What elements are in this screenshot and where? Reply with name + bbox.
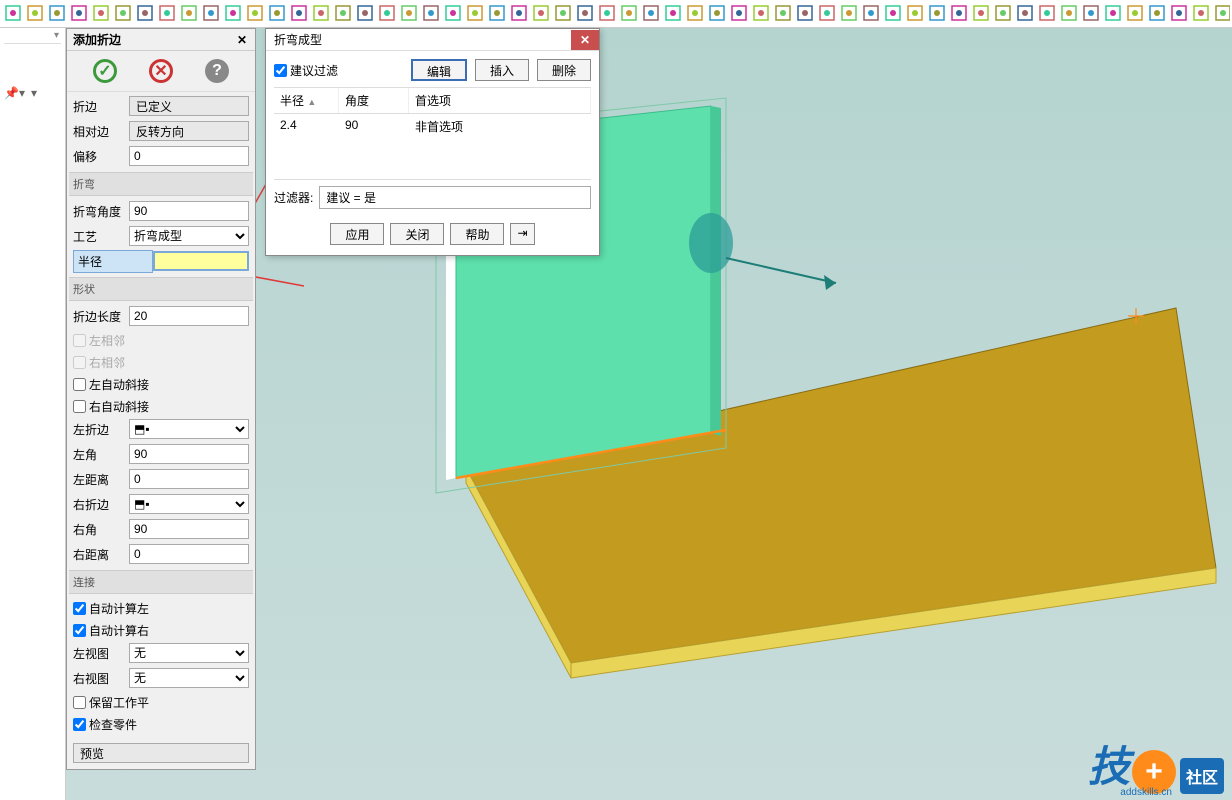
check-part-check[interactable] [73, 718, 86, 731]
right-fold-label: 右折边 [73, 496, 129, 513]
bend-angle-label: 折弯角度 [73, 203, 129, 220]
filter-value[interactable]: 建议 = 是 [319, 186, 591, 209]
defined-button[interactable]: 已定义 [129, 96, 249, 116]
radius-input[interactable] [153, 251, 249, 271]
left-dist-input[interactable] [129, 469, 249, 489]
apply-button[interactable]: 应用 [330, 223, 384, 245]
cancel-button[interactable]: ✕ [149, 59, 173, 83]
offset-label: 偏移 [73, 148, 129, 165]
left-miter-check[interactable] [73, 378, 86, 391]
dialog-close-icon[interactable]: ✕ [571, 30, 599, 50]
preview-button[interactable]: 预览 [73, 743, 249, 763]
watermark-text: 技 [1088, 733, 1128, 794]
auto-right-check[interactable] [73, 624, 86, 637]
grid-row[interactable]: 2.4 90 非首选项 [274, 114, 591, 139]
right-view-select[interactable]: 无 [129, 668, 249, 688]
right-view-label: 右视图 [73, 670, 129, 687]
help-button[interactable]: ? [205, 59, 229, 83]
section-shape: 形状 [69, 277, 253, 301]
add-fold-panel: 添加折边 ✕ ✓ ✕ ? 折边 已定义 相对边 反转方向 偏移 折弯 折弯角度 … [66, 28, 256, 770]
insert-button[interactable]: 插入 [475, 59, 529, 81]
main-toolbar-icons [0, 0, 1232, 28]
right-dist-label: 右距离 [73, 546, 129, 563]
left-adj-check [73, 334, 86, 347]
keep-work-check[interactable] [73, 696, 86, 709]
delete-button[interactable]: 删除 [537, 59, 591, 81]
fold-edge-label: 折边 [73, 98, 129, 115]
panel-title: 添加折边 [73, 31, 121, 48]
relative-edge-label: 相对边 [73, 123, 129, 140]
ok-button[interactable]: ✓ [93, 59, 117, 83]
right-angle-input[interactable] [129, 519, 249, 539]
cell-pref: 非首选项 [409, 114, 591, 139]
close-button[interactable]: 关闭 [390, 223, 444, 245]
offset-input[interactable] [129, 146, 249, 166]
bend-forming-dialog: 折弯成型 ✕ 建议过滤 编辑 插入 删除 半径 ▲ 角度 首选项 2.4 90 … [265, 28, 600, 256]
funnel-icon[interactable]: ▾ [31, 86, 37, 100]
pin-dialog-icon[interactable]: ⇥ [510, 223, 534, 245]
auto-left-check[interactable] [73, 602, 86, 615]
left-angle-label: 左角 [73, 446, 129, 463]
section-connect: 连接 [69, 570, 253, 594]
edit-button[interactable]: 编辑 [411, 59, 467, 81]
right-dist-input[interactable] [129, 544, 249, 564]
process-select[interactable]: 折弯成型 [129, 226, 249, 246]
left-fold-select[interactable]: ⬒▪ [129, 419, 249, 439]
panel-close-icon[interactable]: ✕ [235, 33, 249, 47]
right-adj-check [73, 356, 86, 369]
fold-length-label: 折边长度 [73, 308, 129, 325]
right-fold-select[interactable]: ⬒▪ [129, 494, 249, 514]
cell-radius: 2.4 [274, 114, 339, 139]
left-dist-label: 左距离 [73, 471, 129, 488]
watermark-tag: 社区 [1180, 758, 1224, 794]
grid-header: 半径 ▲ 角度 首选项 [274, 87, 591, 114]
left-angle-input[interactable] [129, 444, 249, 464]
left-view-select[interactable]: 无 [129, 643, 249, 663]
left-fold-label: 左折边 [73, 421, 129, 438]
pin-icon[interactable]: 📌▾ [4, 86, 25, 100]
suggest-filter-check[interactable] [274, 64, 287, 77]
watermark-url: addskills.cn [1120, 787, 1172, 798]
reverse-button[interactable]: 反转方向 [129, 121, 249, 141]
bend-angle-input[interactable] [129, 201, 249, 221]
right-miter-check[interactable] [73, 400, 86, 413]
process-label: 工艺 [73, 228, 129, 245]
cell-angle: 90 [339, 114, 409, 139]
dialog-title: 折弯成型 [274, 31, 322, 48]
radius-label: 半径 [73, 250, 153, 273]
section-bend: 折弯 [69, 172, 253, 196]
fold-length-input[interactable] [129, 306, 249, 326]
help-dialog-button[interactable]: 帮助 [450, 223, 504, 245]
filter-label: 过滤器: [274, 189, 313, 206]
right-angle-label: 右角 [73, 521, 129, 538]
left-toolstrip: ▾ 📌▾ ▾ [0, 28, 66, 800]
left-view-label: 左视图 [73, 645, 129, 662]
watermark: 技 + 社区 [1088, 733, 1224, 794]
